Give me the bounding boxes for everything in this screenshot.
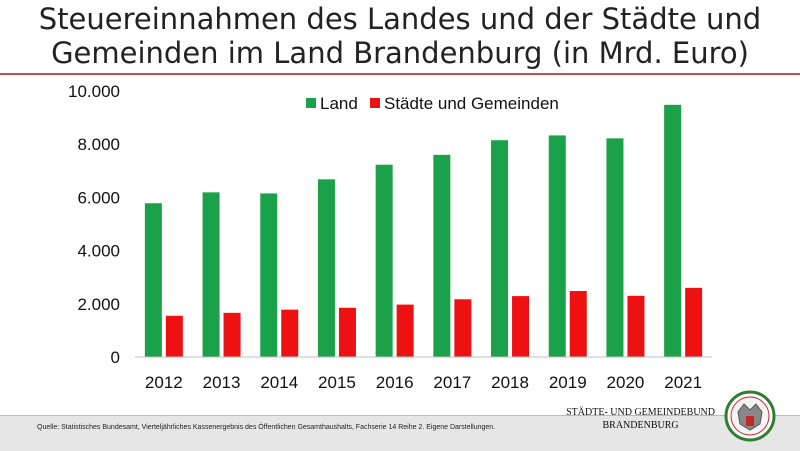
bar-chart: 0 2.000 4.000 6.000 8.000 10.000 2012 2013 2014…	[68, 82, 712, 392]
x-tick-label: 2021	[664, 373, 702, 392]
legend-label-land: Land	[320, 94, 358, 113]
bar-staedte	[569, 291, 587, 357]
bar-staedte	[281, 309, 299, 357]
bar-land	[317, 179, 335, 357]
bar-staedte	[512, 296, 530, 357]
source-note: Quelle: Statistisches Bundesamt, Viertel…	[37, 424, 496, 431]
title-line-2: Gemeinden im Land Brandenburg (in Mrd. E…	[51, 36, 749, 70]
legend: Land Städte und Gemeinden	[306, 94, 559, 113]
x-tick-label: 2015	[318, 373, 356, 392]
bar-staedte	[396, 304, 414, 357]
y-tick-label: 2.000	[77, 295, 120, 314]
org-line-2: BRANDENBURG	[602, 420, 679, 431]
org-line-1: STÄDTE- UND GEMEINDEBUND	[566, 407, 715, 418]
bar-staedte	[685, 287, 703, 357]
legend-swatch-staedte	[370, 98, 380, 108]
x-tick-label: 2020	[607, 373, 645, 392]
bar-land	[144, 203, 162, 357]
bar-staedte	[627, 295, 645, 357]
legend-label-staedte: Städte und Gemeinden	[384, 94, 559, 113]
coat-of-arms-logo	[724, 390, 776, 442]
bars	[144, 104, 703, 357]
bar-land	[491, 140, 509, 357]
x-axis: 2012 2013 2014 2015 2016 2017 2018 2019 2020 2021	[135, 356, 712, 392]
title-line-1: Steuereinnahmen des Landes und der Städt…	[38, 2, 762, 36]
chart-title: Steuereinnahmen des Landes und der Städt…	[0, 2, 800, 70]
y-tick-label: 4.000	[77, 242, 120, 261]
bar-staedte	[165, 315, 183, 357]
bar-staedte	[454, 299, 472, 357]
bar-land	[433, 154, 451, 357]
y-axis: 0 2.000 4.000 6.000 8.000 10.000	[68, 82, 120, 367]
y-tick-label: 0	[111, 348, 120, 367]
footer-bar: Quelle: Statistisches Bundesamt, Viertel…	[0, 415, 800, 451]
x-tick-label: 2016	[376, 373, 414, 392]
x-tick-label: 2014	[260, 373, 298, 392]
bar-staedte	[223, 312, 241, 357]
y-tick-label: 10.000	[68, 82, 120, 101]
bar-land	[375, 164, 393, 357]
y-tick-label: 8.000	[77, 135, 120, 154]
x-tick-label: 2019	[549, 373, 587, 392]
organization-name: STÄDTE- UND GEMEINDEBUND BRANDENBURG	[566, 406, 715, 432]
x-tick-label: 2013	[203, 373, 241, 392]
bar-land	[260, 193, 278, 357]
x-tick-label: 2017	[433, 373, 471, 392]
bar-land	[606, 138, 624, 357]
x-tick-label: 2018	[491, 373, 529, 392]
title-divider	[0, 73, 800, 75]
y-tick-label: 6.000	[77, 188, 120, 207]
legend-swatch-land	[306, 98, 316, 108]
bar-land	[548, 135, 566, 357]
bar-land	[664, 104, 682, 357]
bar-land	[202, 192, 220, 357]
bar-staedte	[338, 307, 356, 357]
x-tick-label: 2012	[145, 373, 183, 392]
